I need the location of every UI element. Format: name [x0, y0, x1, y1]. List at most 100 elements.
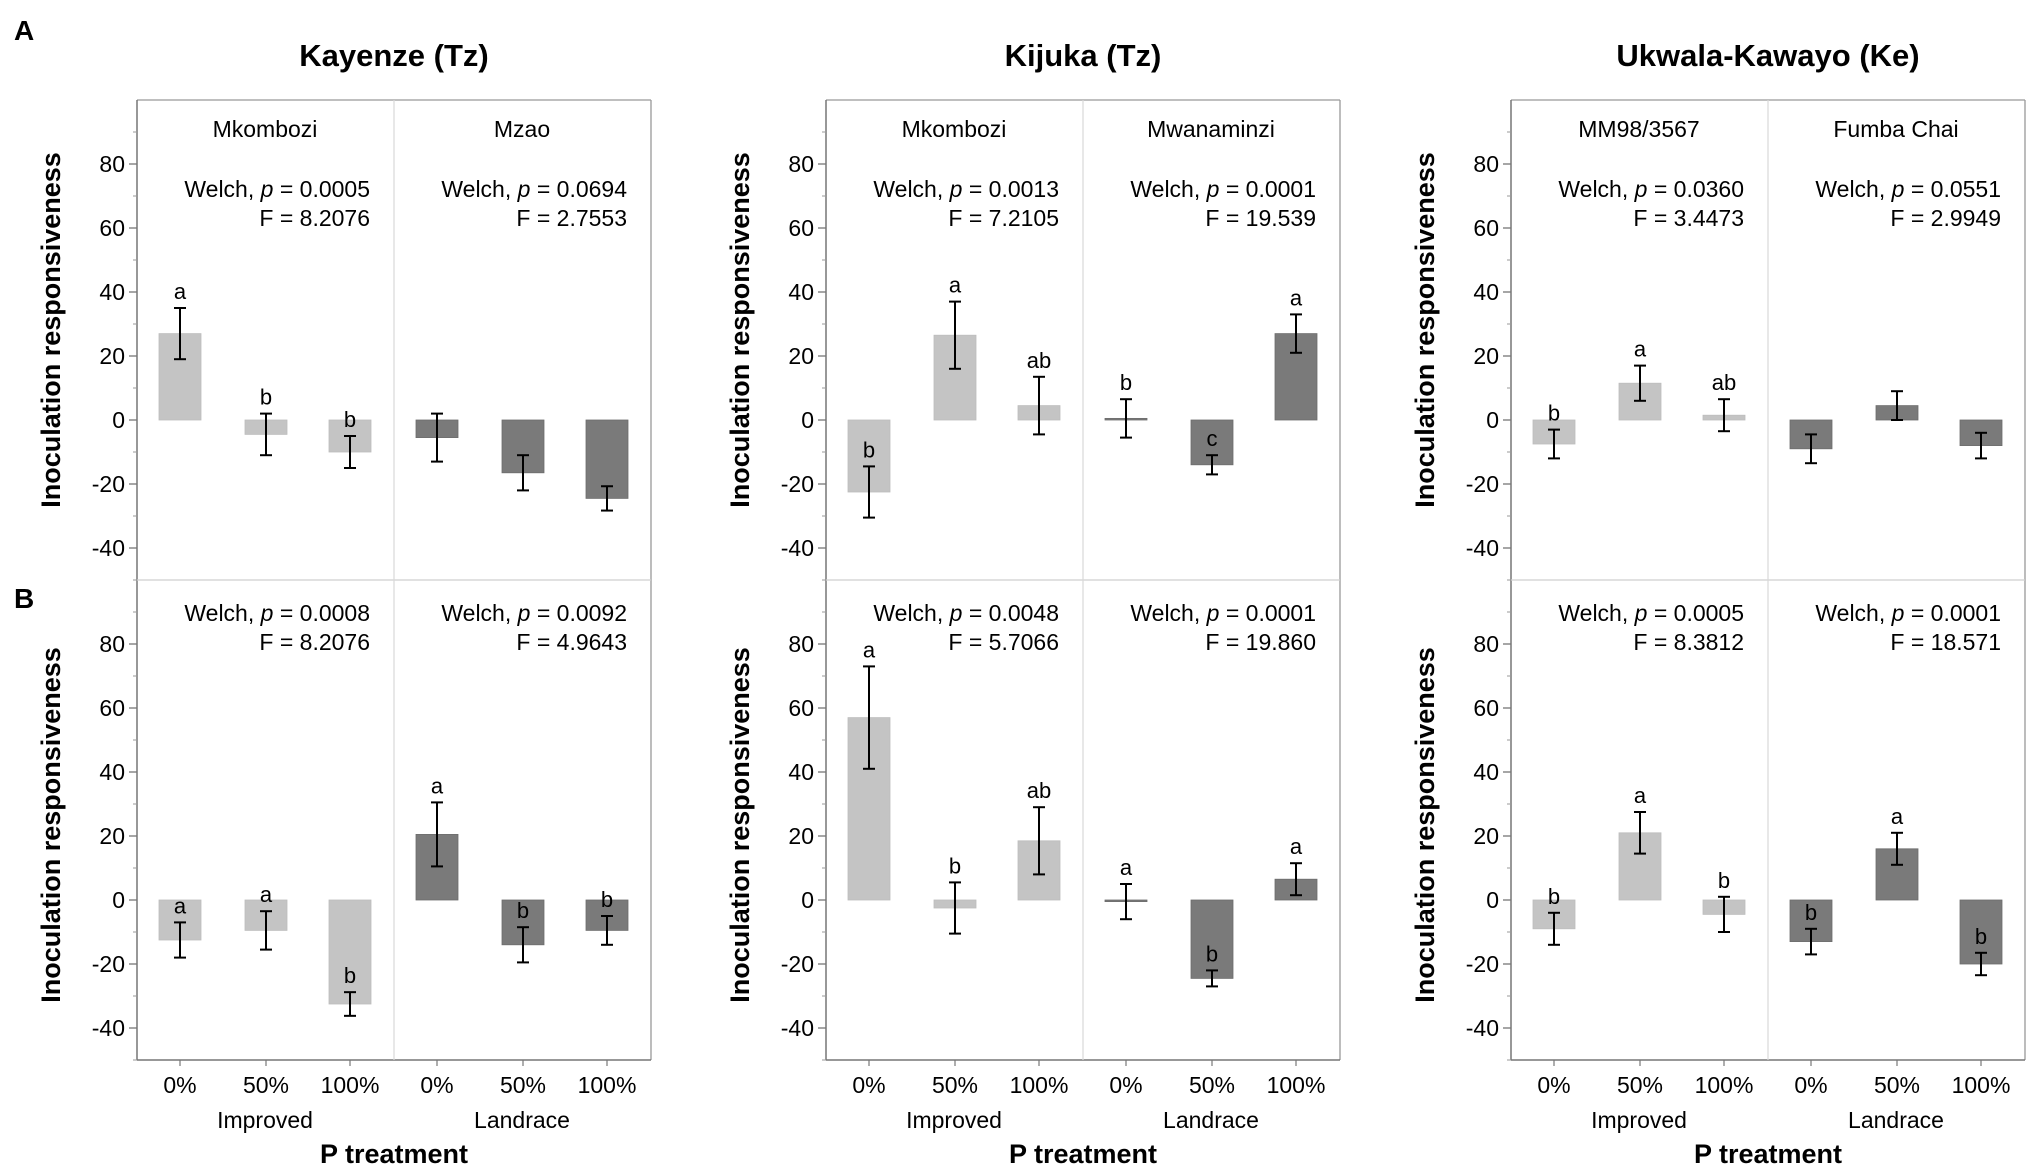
- y-tick-label: 20: [788, 343, 814, 369]
- x-tick-label: 50%: [500, 1072, 546, 1098]
- group-label: Landrace: [474, 1107, 570, 1133]
- significance-letter: a: [863, 637, 876, 662]
- y-tick-label: -20: [92, 471, 125, 497]
- p-value: = 0.0001: [1219, 176, 1316, 202]
- f-stat: F = 8.2076: [259, 205, 370, 231]
- x-tick-label: 100%: [1952, 1072, 2011, 1098]
- p-letter: p: [1891, 176, 1905, 202]
- significance-letter: c: [1207, 426, 1218, 451]
- x-tick-label: 100%: [321, 1072, 380, 1098]
- significance-letter: ab: [1712, 370, 1736, 395]
- y-tick-label: 0: [801, 887, 814, 913]
- welch-prefix: Welch,: [1558, 176, 1634, 202]
- x-tick-label: 0%: [1537, 1072, 1570, 1098]
- p-value: = 0.0551: [1904, 176, 2001, 202]
- x-axis-title: P treatment: [320, 1139, 468, 1169]
- y-tick-label: -20: [1466, 951, 1499, 977]
- y-tick-label: -40: [92, 1015, 125, 1041]
- f-stat: F = 2.9949: [1890, 205, 2001, 231]
- x-tick-label: 0%: [163, 1072, 196, 1098]
- variety-label: Mkombozi: [213, 116, 318, 142]
- p-letter: p: [1634, 176, 1648, 202]
- p-letter: p: [260, 600, 274, 626]
- welch-stat: Welch, p = 0.0005: [184, 176, 370, 202]
- y-tick-label: 20: [788, 823, 814, 849]
- p-value: = 0.0001: [1219, 600, 1316, 626]
- group-label: Improved: [1591, 1107, 1687, 1133]
- x-tick-label: 50%: [932, 1072, 978, 1098]
- welch-stat: Welch, p = 0.0005: [1558, 600, 1744, 626]
- welch-stat: Welch, p = 0.0694: [441, 176, 627, 202]
- significance-letter: b: [1206, 941, 1218, 966]
- welch-prefix: Welch,: [184, 176, 260, 202]
- p-value: = 0.0005: [273, 176, 370, 202]
- y-tick-label: 60: [788, 215, 814, 241]
- significance-letter: b: [1805, 900, 1817, 925]
- significance-letter: b: [1975, 924, 1987, 949]
- x-tick-label: 0%: [420, 1072, 453, 1098]
- welch-stat: Welch, p = 0.0360: [1558, 176, 1744, 202]
- group-label: Landrace: [1848, 1107, 1944, 1133]
- significance-letter: b: [260, 385, 272, 410]
- y-tick-label: 60: [99, 695, 125, 721]
- x-tick-label: 100%: [1267, 1072, 1326, 1098]
- significance-letter: b: [863, 437, 875, 462]
- significance-letter: a: [1891, 804, 1904, 829]
- f-stat: F = 8.3812: [1633, 629, 1744, 655]
- welch-prefix: Welch,: [1130, 600, 1206, 626]
- chart-0: Kayenze (Tz) -40 -20 0 20 40 60 80 Inoculation r…: [36, 38, 652, 1169]
- group-label: Landrace: [1163, 1107, 1259, 1133]
- y-tick-label: 40: [99, 759, 125, 785]
- significance-letter: b: [601, 887, 613, 912]
- significance-letter: b: [1548, 884, 1560, 909]
- x-tick-label: 50%: [1874, 1072, 1920, 1098]
- welch-prefix: Welch,: [1130, 176, 1206, 202]
- y-tick-label: 20: [1473, 823, 1499, 849]
- x-axis-title: P treatment: [1694, 1139, 1842, 1169]
- welch-stat: Welch, p = 0.0551: [1815, 176, 2001, 202]
- significance-letter: b: [344, 963, 356, 988]
- significance-letter: a: [1634, 337, 1647, 362]
- welch-prefix: Welch,: [441, 600, 517, 626]
- p-value: = 0.0005: [1647, 600, 1744, 626]
- welch-prefix: Welch,: [1558, 600, 1634, 626]
- chart-title: Kayenze (Tz): [299, 38, 488, 73]
- y-tick-label: 40: [1473, 279, 1499, 305]
- f-stat: F = 18.571: [1890, 629, 2001, 655]
- chart-1: Kijuka (Tz) -40 -20 0 20 40 60 80 Inoculation re…: [725, 38, 1341, 1169]
- y-tick-label: 80: [1473, 151, 1499, 177]
- chart-title: Ukwala-Kawayo (Ke): [1616, 38, 1919, 73]
- y-tick-label: 60: [99, 215, 125, 241]
- welch-prefix: Welch,: [1815, 600, 1891, 626]
- y-tick-label: 0: [112, 887, 125, 913]
- y-axis-label: Inoculation responsiveness: [725, 647, 755, 1003]
- significance-letter: b: [517, 898, 529, 923]
- y-axis-label: Inoculation responsiveness: [1410, 152, 1440, 508]
- y-tick-label: -20: [92, 951, 125, 977]
- y-tick-label: 60: [1473, 695, 1499, 721]
- welch-prefix: Welch,: [873, 176, 949, 202]
- p-value: = 0.0048: [962, 600, 1059, 626]
- significance-letter: a: [1290, 285, 1303, 310]
- welch-stat: Welch, p = 0.0008: [184, 600, 370, 626]
- welch-prefix: Welch,: [441, 176, 517, 202]
- significance-letter: b: [1718, 868, 1730, 893]
- significance-letter: a: [174, 893, 187, 918]
- y-axis-label: Inoculation responsiveness: [725, 152, 755, 508]
- y-tick-label: 80: [788, 631, 814, 657]
- row-label-b: B: [14, 583, 34, 614]
- p-value: = 0.0001: [1904, 600, 2001, 626]
- variety-label: Mzao: [494, 116, 550, 142]
- x-tick-label: 0%: [1794, 1072, 1827, 1098]
- bar: [158, 333, 202, 421]
- x-tick-label: 100%: [1695, 1072, 1754, 1098]
- x-tick-label: 0%: [1109, 1072, 1142, 1098]
- y-tick-label: 60: [788, 695, 814, 721]
- y-tick-label: 20: [99, 343, 125, 369]
- p-value: = 0.0694: [530, 176, 627, 202]
- y-tick-label: -40: [781, 535, 814, 561]
- y-tick-label: 0: [801, 407, 814, 433]
- f-stat: F = 19.860: [1205, 629, 1316, 655]
- y-tick-label: -40: [92, 535, 125, 561]
